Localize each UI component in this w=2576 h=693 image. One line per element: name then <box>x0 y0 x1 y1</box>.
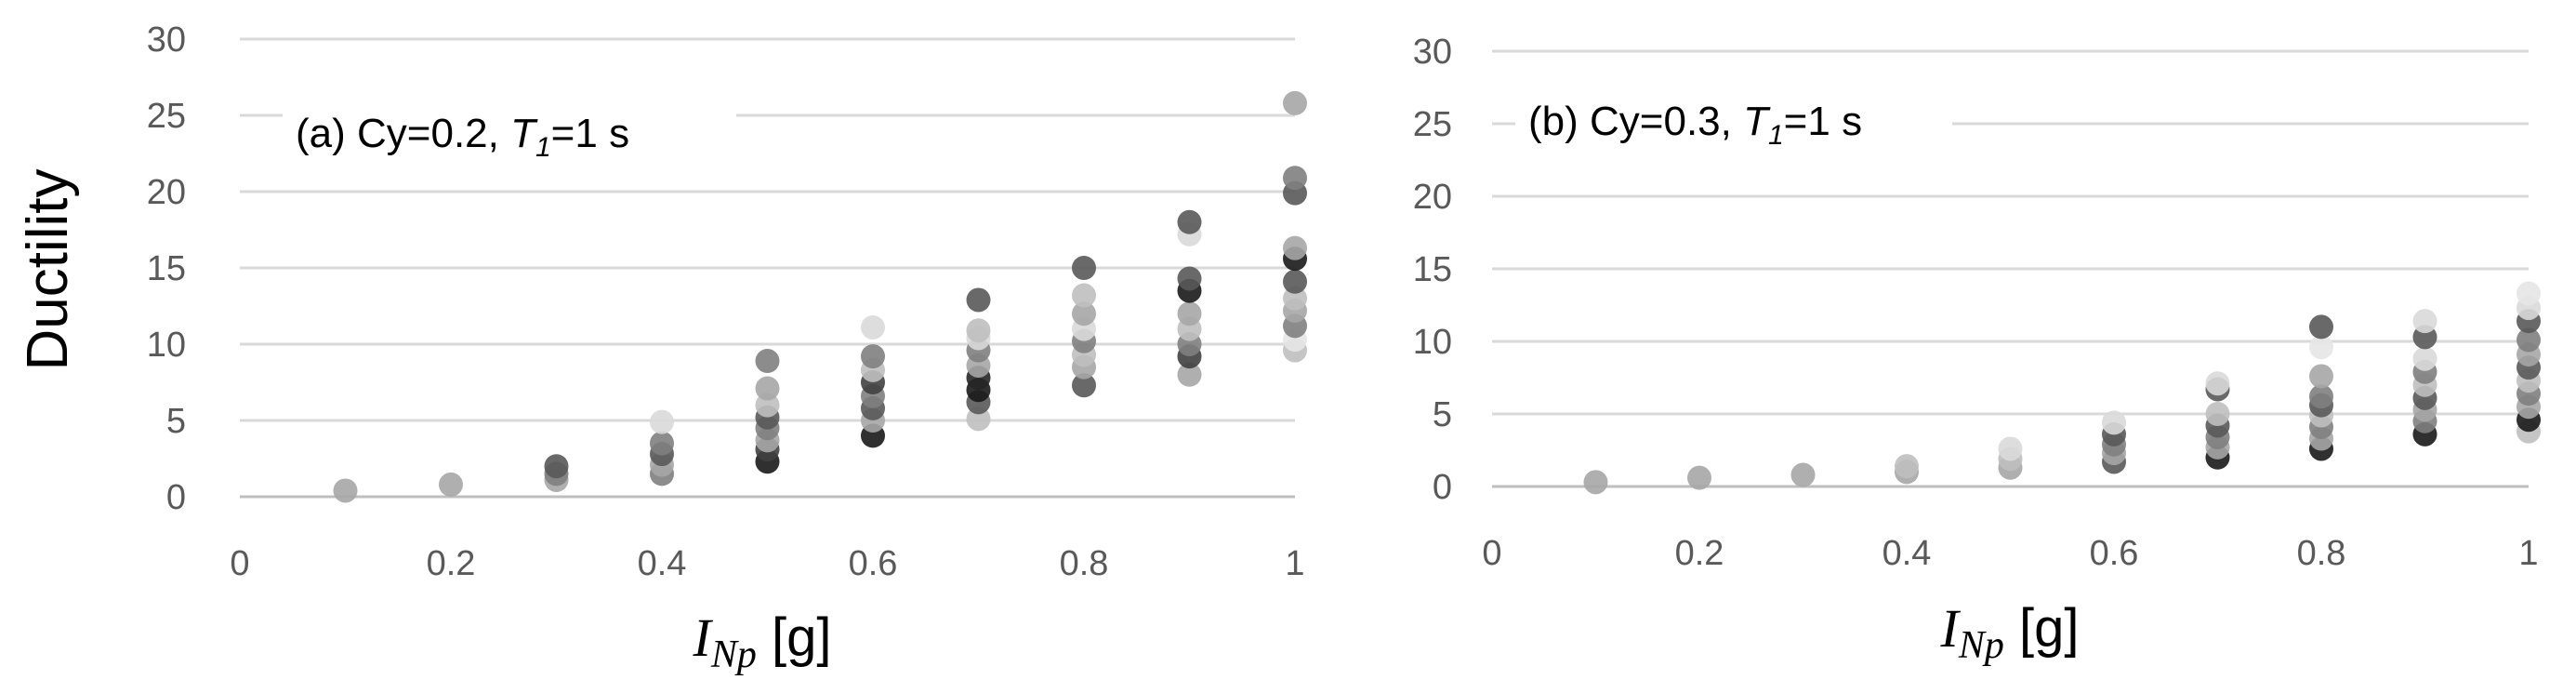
data-point <box>1072 373 1096 398</box>
y-tick-label: 15 <box>147 249 186 288</box>
data-point <box>1283 269 1307 294</box>
panel-b: 0 5 10 15 20 25 30 0 0.2 0.4 0.6 0.8 1 (b) Cy=0.3, T1… <box>1413 33 2541 667</box>
x-tick-label: 1 <box>1285 544 1304 583</box>
x-tick-label: 0 <box>1482 534 1501 573</box>
data-point <box>439 472 463 497</box>
data-point <box>544 454 569 479</box>
data-point <box>1177 209 1202 234</box>
data-point <box>861 344 885 369</box>
data-points <box>1583 281 2541 495</box>
data-point <box>1177 301 1202 327</box>
data-point <box>1687 465 1711 490</box>
y-tick-label: 25 <box>1413 105 1452 144</box>
x-tick-label: 0.6 <box>2090 534 2139 573</box>
data-point <box>333 478 358 503</box>
x-tick-labels: 0 0.2 0.4 0.6 0.8 1 <box>230 544 1304 583</box>
data-point <box>966 406 991 432</box>
data-point <box>2205 371 2230 396</box>
data-point <box>1072 301 1096 327</box>
x-tick-labels: 0 0.2 0.4 0.6 0.8 1 <box>1482 534 2538 573</box>
y-tick-label: 30 <box>1413 33 1452 72</box>
y-tick-label: 0 <box>166 478 186 517</box>
y-tick-label: 5 <box>1433 395 1452 434</box>
x-tick-label: 0.2 <box>427 544 476 583</box>
y-tick-label: 20 <box>147 173 186 212</box>
x-tick-label: 0 <box>230 544 249 583</box>
data-point <box>2102 410 2126 435</box>
x-tick-label: 1 <box>2518 534 2538 573</box>
y-tick-label: 20 <box>1413 178 1452 217</box>
x-tick-label: 0.4 <box>1882 534 1932 573</box>
data-point <box>650 431 674 456</box>
x-axis-label: INp [g] <box>693 607 832 676</box>
y-tick-label: 30 <box>147 20 186 60</box>
data-point <box>1072 256 1096 280</box>
data-point <box>2517 327 2541 353</box>
annotation-background <box>1515 90 1952 152</box>
x-tick-label: 0.4 <box>638 544 687 583</box>
x-tick-label: 0.6 <box>849 544 898 583</box>
data-point <box>755 376 780 401</box>
x-tick-label: 0.8 <box>1060 544 1109 583</box>
annotation-background <box>283 102 736 164</box>
data-point <box>1072 283 1096 308</box>
data-point <box>2412 346 2437 371</box>
data-point <box>1998 436 2023 461</box>
data-point <box>1790 462 1816 487</box>
data-point <box>1583 470 1608 495</box>
data-point <box>2205 402 2230 426</box>
data-point <box>650 409 674 434</box>
y-tick-label: 25 <box>147 97 186 136</box>
data-point <box>966 318 991 343</box>
data-point <box>1895 454 1919 479</box>
y-tick-label: 15 <box>1413 250 1452 289</box>
data-point <box>1283 235 1307 260</box>
data-point <box>755 393 780 418</box>
data-point <box>1283 90 1307 115</box>
y-tick-labels: 0 5 10 15 20 25 30 <box>1413 33 1452 507</box>
data-point <box>1177 266 1202 291</box>
data-point <box>2309 314 2333 340</box>
data-point <box>2412 309 2437 334</box>
data-point <box>2309 384 2333 409</box>
y-tick-label: 5 <box>166 402 186 441</box>
data-point <box>755 349 780 374</box>
x-axis-label: INp [g] <box>1940 598 2080 667</box>
y-axis-label: Ductility <box>16 168 80 370</box>
data-point <box>2309 364 2333 389</box>
panel-annotation: (b) Cy=0.3, T1=1 s <box>1528 99 1862 151</box>
y-tick-label: 10 <box>147 326 186 365</box>
x-tick-label: 0.8 <box>2297 534 2346 573</box>
data-point <box>966 287 991 313</box>
y-tick-label: 0 <box>1433 468 1452 507</box>
data-point <box>1283 286 1307 311</box>
panel-a: 0 5 10 15 20 25 30 0 0.2 0.4 0.6 0.8 1 (a) Cy=0.2, T1… <box>16 20 1307 676</box>
data-point <box>1177 362 1202 387</box>
data-point <box>2309 335 2333 360</box>
data-point <box>2517 281 2541 306</box>
y-tick-labels: 0 5 10 15 20 25 30 <box>147 20 186 517</box>
data-point <box>1283 166 1307 191</box>
data-points <box>333 90 1307 503</box>
panel-annotation: (a) Cy=0.2, T1=1 s <box>296 111 629 163</box>
y-tick-label: 10 <box>1413 323 1452 362</box>
x-tick-label: 0.2 <box>1675 534 1724 573</box>
data-point <box>861 314 885 340</box>
